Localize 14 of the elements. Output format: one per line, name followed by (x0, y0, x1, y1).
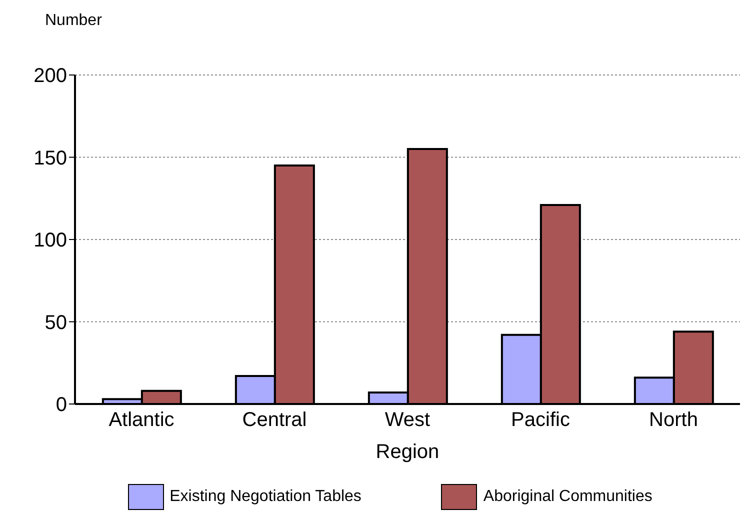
y-tick-label: 0 (56, 394, 67, 416)
x-axis-title: Region (376, 441, 440, 464)
x-tick-label: Atlantic (108, 409, 174, 432)
x-tick-label: Pacific (511, 409, 570, 432)
y-tick-label: 150 (34, 147, 67, 170)
legend-label: Aboriginal Communities (483, 488, 652, 506)
x-tick-label: North (649, 409, 698, 432)
x-tick-label: West (384, 409, 431, 432)
x-tick-label: Central (242, 409, 307, 432)
y-tick-label: 100 (34, 230, 67, 252)
y-tick-label: 200 (34, 65, 67, 88)
y-axis-title: Number (45, 12, 102, 30)
y-tick-label: 50 (44, 312, 67, 334)
legend-label: Existing Negotiation Tables (170, 488, 362, 506)
